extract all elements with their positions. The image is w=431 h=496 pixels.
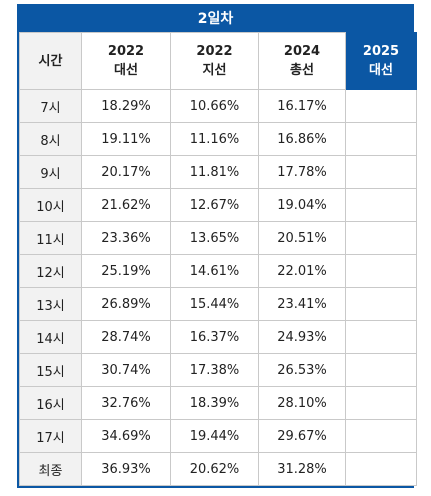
time-cell: 9시 (19, 155, 82, 189)
table-row: 16시 32.76% 18.39% 28.10% (19, 386, 417, 420)
value-2025-presidential (345, 386, 417, 420)
table-row: 최종 36.93% 20.62% 31.28% (19, 452, 417, 486)
value-2024-general: 28.10% (258, 386, 346, 420)
value-2022-local: 18.39% (170, 386, 259, 420)
header-year: 2024 (283, 44, 321, 59)
value-2025-presidential (345, 221, 417, 255)
value-2024-general: 19.04% (258, 188, 346, 222)
header-type: 대선 (114, 63, 138, 78)
header-2025-presidential: 2025 대선 (345, 32, 417, 90)
time-cell: 16시 (19, 386, 82, 420)
value-2022-local: 17.38% (170, 353, 259, 387)
value-2024-general: 31.28% (258, 452, 346, 486)
header-type: 대선 (369, 63, 393, 78)
table-row: 9시 20.17% 11.81% 17.78% (19, 155, 417, 189)
value-2025-presidential (345, 122, 417, 156)
header-year: 2025 (362, 44, 400, 59)
value-2022-local: 11.81% (170, 155, 259, 189)
value-2022-presidential: 28.74% (81, 320, 171, 354)
value-2022-local: 15.44% (170, 287, 259, 321)
value-2022-presidential: 21.62% (81, 188, 171, 222)
value-2024-general: 29.67% (258, 419, 346, 453)
time-cell: 10시 (19, 188, 82, 222)
value-2022-presidential: 26.89% (81, 287, 171, 321)
time-cell: 8시 (19, 122, 82, 156)
table-row: 14시 28.74% 16.37% 24.93% (19, 320, 417, 354)
table-row: 11시 23.36% 13.65% 20.51% (19, 221, 417, 255)
value-2025-presidential (345, 320, 417, 354)
value-2025-presidential (345, 155, 417, 189)
value-2022-local: 13.65% (170, 221, 259, 255)
value-2024-general: 17.78% (258, 155, 346, 189)
table-row: 8시 19.11% 11.16% 16.86% (19, 122, 417, 156)
value-2024-general: 26.53% (258, 353, 346, 387)
header-year: 2022 (196, 44, 233, 59)
time-cell: 7시 (19, 89, 82, 123)
turnout-table-container: 2일차 시간 2022 대선 2022 지선 2024 총선 (17, 4, 417, 488)
header-2022-local: 2022 지선 (170, 32, 259, 90)
value-2024-general: 16.17% (258, 89, 346, 123)
value-2022-local: 12.67% (170, 188, 259, 222)
value-2025-presidential (345, 188, 417, 222)
header-time: 시간 (19, 32, 82, 90)
value-2025-presidential (345, 89, 417, 123)
value-2022-presidential: 30.74% (81, 353, 171, 387)
value-2025-presidential (345, 287, 417, 321)
value-2022-local: 14.61% (170, 254, 259, 288)
value-2022-local: 16.37% (170, 320, 259, 354)
table-row: 17시 34.69% 19.44% 29.67% (19, 419, 417, 453)
value-2024-general: 16.86% (258, 122, 346, 156)
header-row: 시간 2022 대선 2022 지선 2024 총선 2025 (19, 32, 417, 90)
value-2022-local: 20.62% (170, 452, 259, 486)
time-cell: 13시 (19, 287, 82, 321)
value-2022-presidential: 32.76% (81, 386, 171, 420)
value-2025-presidential (345, 254, 417, 288)
time-cell: 11시 (19, 221, 82, 255)
value-2025-presidential (345, 419, 417, 453)
value-2022-presidential: 20.17% (81, 155, 171, 189)
table-row: 15시 30.74% 17.38% 26.53% (19, 353, 417, 387)
value-2022-presidential: 36.93% (81, 452, 171, 486)
value-2022-presidential: 19.11% (81, 122, 171, 156)
value-2022-presidential: 18.29% (81, 89, 171, 123)
time-cell: 17시 (19, 419, 82, 453)
time-cell: 최종 (19, 452, 82, 486)
value-2024-general: 24.93% (258, 320, 346, 354)
value-2025-presidential (345, 452, 417, 486)
table-row: 10시 21.62% 12.67% 19.04% (19, 188, 417, 222)
value-2024-general: 20.51% (258, 221, 346, 255)
value-2022-local: 11.16% (170, 122, 259, 156)
header-type: 지선 (202, 63, 227, 78)
value-2024-general: 23.41% (258, 287, 346, 321)
turnout-table: 시간 2022 대선 2022 지선 2024 총선 2025 (19, 32, 417, 486)
header-2024-general: 2024 총선 (258, 32, 346, 90)
table-row: 12시 25.19% 14.61% 22.01% (19, 254, 417, 288)
value-2022-presidential: 25.19% (81, 254, 171, 288)
header-type: 총선 (290, 63, 314, 78)
value-2022-presidential: 34.69% (81, 419, 171, 453)
header-year: 2022 (107, 44, 145, 59)
time-cell: 15시 (19, 353, 82, 387)
value-2022-local: 19.44% (170, 419, 259, 453)
value-2024-general: 22.01% (258, 254, 346, 288)
time-cell: 14시 (19, 320, 82, 354)
value-2022-local: 10.66% (170, 89, 259, 123)
table-row: 13시 26.89% 15.44% 23.41% (19, 287, 417, 321)
value-2025-presidential (345, 353, 417, 387)
table-frame: 시간 2022 대선 2022 지선 2024 총선 2025 (17, 32, 417, 488)
header-2022-presidential: 2022 대선 (81, 32, 171, 90)
value-2022-presidential: 23.36% (81, 221, 171, 255)
time-cell: 12시 (19, 254, 82, 288)
table-title: 2일차 (17, 4, 414, 32)
table-row: 7시 18.29% 10.66% 16.17% (19, 89, 417, 123)
